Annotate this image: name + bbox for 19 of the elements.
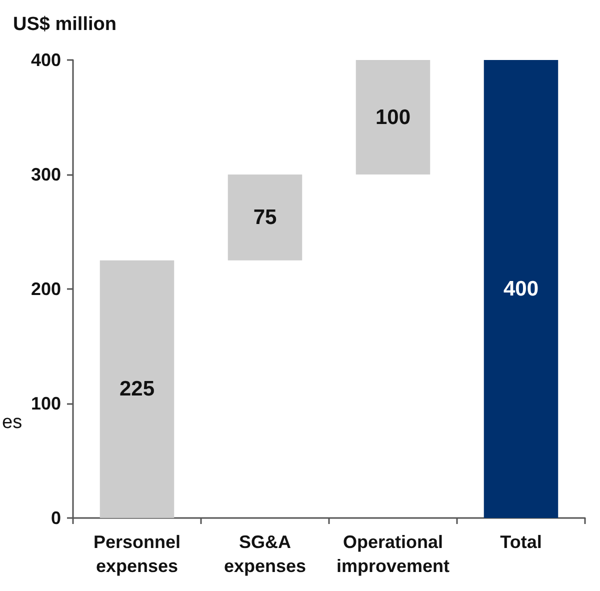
y-tick-label: 300: [30, 164, 61, 184]
bar: [356, 60, 430, 174]
data-label: 75: [253, 206, 277, 229]
y-tick-label: 200: [30, 279, 61, 299]
x-tick-label: Personnel expenses: [93, 532, 181, 576]
bar: [484, 60, 558, 518]
y-tick-label: 0: [50, 508, 61, 528]
bar: [228, 174, 302, 260]
bar: [100, 260, 174, 518]
x-tick-label: Total: [500, 532, 542, 552]
data-label: 225: [119, 378, 155, 401]
y-axis-title: US$ million: [13, 14, 116, 35]
y-tick-label: 100: [30, 394, 61, 414]
data-label: 400: [503, 278, 539, 300]
y-tick-label: 400: [30, 50, 61, 70]
x-tick-label: SG&A expenses: [224, 532, 306, 576]
text: es: [2, 412, 22, 433]
x-tick-label: Operational improvement: [336, 532, 450, 576]
data-label: 100: [375, 106, 411, 129]
